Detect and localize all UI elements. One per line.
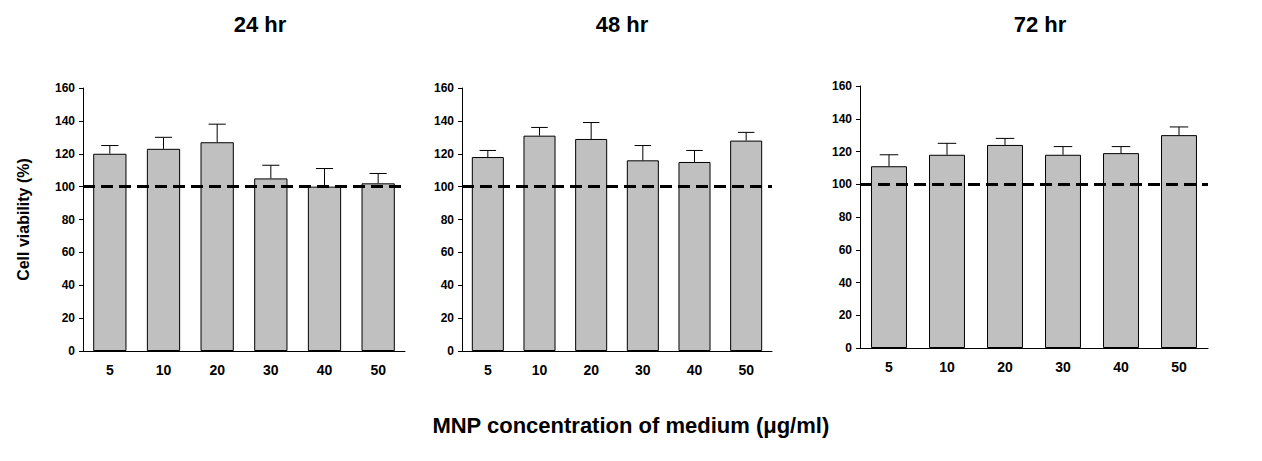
svg-text:40: 40 bbox=[1113, 359, 1129, 375]
svg-text:60: 60 bbox=[62, 245, 76, 259]
svg-text:20: 20 bbox=[209, 362, 225, 378]
svg-text:50: 50 bbox=[738, 362, 754, 378]
svg-text:30: 30 bbox=[1055, 359, 1071, 375]
svg-text:0: 0 bbox=[845, 341, 852, 355]
svg-text:5: 5 bbox=[885, 359, 893, 375]
svg-text:5: 5 bbox=[484, 362, 492, 378]
svg-text:60: 60 bbox=[441, 245, 455, 259]
svg-text:10: 10 bbox=[156, 362, 172, 378]
svg-text:20: 20 bbox=[441, 311, 455, 325]
svg-text:20: 20 bbox=[839, 308, 853, 322]
svg-text:60: 60 bbox=[839, 243, 853, 257]
svg-text:0: 0 bbox=[68, 344, 75, 358]
svg-text:20: 20 bbox=[62, 311, 76, 325]
svg-text:0: 0 bbox=[447, 344, 454, 358]
svg-text:10: 10 bbox=[532, 362, 548, 378]
svg-text:160: 160 bbox=[832, 79, 852, 93]
svg-text:140: 140 bbox=[434, 114, 454, 128]
svg-text:80: 80 bbox=[839, 210, 853, 224]
svg-text:10: 10 bbox=[939, 359, 955, 375]
svg-text:40: 40 bbox=[441, 278, 455, 292]
svg-text:120: 120 bbox=[55, 147, 75, 161]
svg-text:20: 20 bbox=[583, 362, 599, 378]
svg-text:MNP concentration of medium (μ: MNP concentration of medium (μg/ml) bbox=[432, 413, 829, 438]
svg-text:40: 40 bbox=[839, 276, 853, 290]
svg-text:40: 40 bbox=[687, 362, 703, 378]
svg-text:50: 50 bbox=[1171, 359, 1187, 375]
svg-text:100: 100 bbox=[832, 177, 852, 191]
svg-text:20: 20 bbox=[997, 359, 1013, 375]
svg-text:160: 160 bbox=[434, 81, 454, 95]
svg-text:40: 40 bbox=[62, 278, 76, 292]
svg-text:140: 140 bbox=[832, 112, 852, 126]
svg-text:100: 100 bbox=[434, 180, 454, 194]
svg-text:80: 80 bbox=[441, 213, 455, 227]
svg-text:72 hr: 72 hr bbox=[1014, 12, 1067, 37]
svg-text:5: 5 bbox=[106, 362, 114, 378]
svg-text:24 hr: 24 hr bbox=[234, 12, 287, 37]
svg-text:120: 120 bbox=[832, 145, 852, 159]
svg-text:120: 120 bbox=[434, 147, 454, 161]
svg-text:30: 30 bbox=[263, 362, 279, 378]
svg-text:Cell viability (%): Cell viability (%) bbox=[15, 158, 32, 281]
svg-text:30: 30 bbox=[635, 362, 651, 378]
svg-text:160: 160 bbox=[55, 81, 75, 95]
svg-text:48 hr: 48 hr bbox=[596, 12, 649, 37]
svg-text:40: 40 bbox=[317, 362, 333, 378]
svg-text:100: 100 bbox=[55, 180, 75, 194]
svg-text:80: 80 bbox=[62, 213, 76, 227]
svg-text:140: 140 bbox=[55, 114, 75, 128]
svg-text:50: 50 bbox=[370, 362, 386, 378]
